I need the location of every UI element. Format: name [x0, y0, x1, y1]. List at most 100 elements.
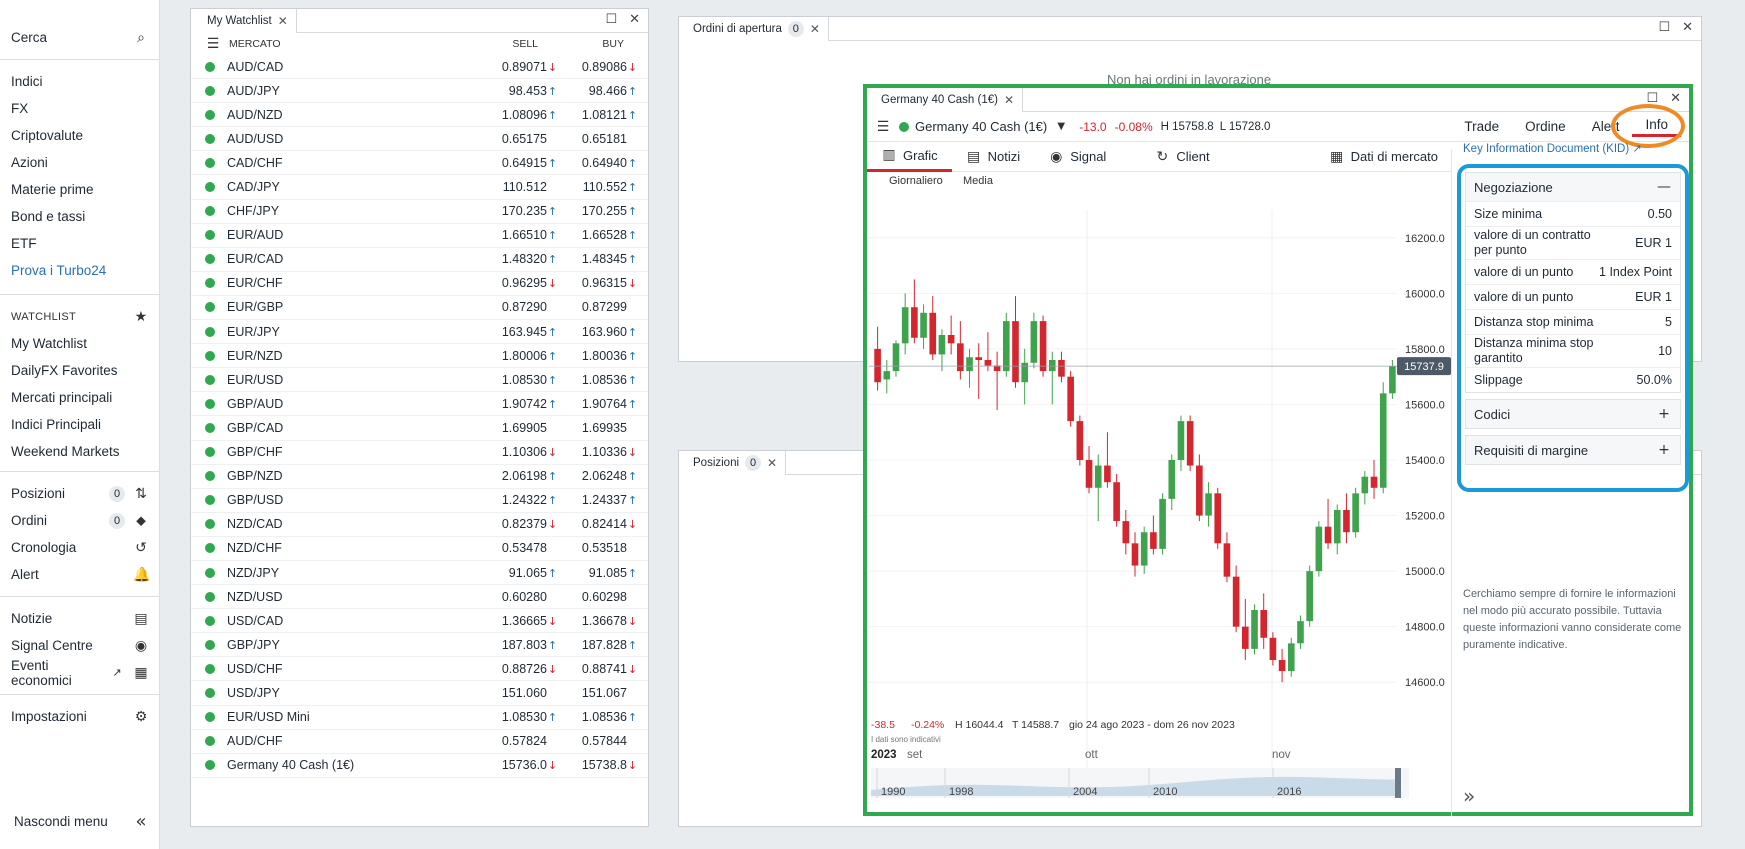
buy-cell[interactable]: 0.65181 — [558, 132, 638, 146]
buy-cell[interactable]: 0.57844 — [558, 734, 638, 748]
table-row[interactable]: NZD/JPY 91.065↑ 91.085↑ — [191, 561, 648, 586]
sidebar-item-market[interactable]: Azioni — [11, 155, 48, 170]
sell-cell[interactable]: 1.36665↓ — [458, 614, 558, 628]
sell-cell[interactable]: 1.90742↑ — [458, 397, 558, 411]
plus-icon[interactable]: + — [1658, 442, 1670, 458]
codes-section[interactable]: Codici + — [1465, 399, 1681, 429]
close-icon[interactable]: ✕ — [277, 13, 288, 28]
table-row[interactable]: CAD/CHF 0.64915↑ 0.64940↑ — [191, 151, 648, 176]
sell-cell[interactable]: 0.89071↓ — [458, 60, 558, 74]
table-row[interactable]: NZD/CAD 0.82379↓ 0.82414↓ — [191, 513, 648, 537]
sidebar-item-watchlist[interactable]: Mercati principali — [11, 390, 113, 405]
margin-section[interactable]: Requisiti di margine + — [1465, 435, 1681, 465]
buy-cell[interactable]: 1.08536↑ — [558, 373, 638, 387]
sidebar-item-market[interactable]: Indici — [11, 74, 43, 89]
table-row[interactable]: USD/CHF 0.88726↓ 0.88741↓ — [191, 657, 648, 682]
nav-trade[interactable]: Trade — [1464, 119, 1500, 134]
table-row[interactable]: NZD/CHF 0.53478 0.53518 — [191, 537, 648, 561]
sell-cell[interactable]: 2.06198↑ — [458, 469, 558, 483]
sell-cell[interactable]: 1.66510↑ — [458, 228, 558, 242]
close-icon[interactable]: ✕ — [1670, 91, 1681, 106]
table-row[interactable]: AUD/CHF 0.57824 0.57844 — [191, 730, 648, 754]
navigator-handle[interactable] — [1395, 768, 1401, 798]
sidebar-item-tool[interactable]: Notizie ▤ — [0, 605, 159, 632]
tab-signal[interactable]: ◉ Signal — [1034, 142, 1120, 172]
table-row[interactable]: EUR/CAD 1.48320↑ 1.48345↑ — [191, 248, 648, 272]
instrument-name[interactable]: Germany 40 Cash (1€) — [915, 119, 1048, 134]
buy-cell[interactable]: 1.08536↑ — [558, 710, 638, 724]
sidebar-item-account[interactable]: Ordini 0 ⬥ — [0, 507, 159, 534]
sidebar-item-turbo24[interactable]: Prova i Turbo24 — [11, 263, 107, 278]
buy-cell[interactable]: 1.69935 — [558, 421, 638, 435]
menu-icon[interactable]: ☰ — [876, 118, 890, 135]
kid-link[interactable]: Key Information Document (KID) ↗ — [1463, 142, 1642, 155]
sell-cell[interactable]: 110.512 — [458, 180, 558, 194]
sidebar-item-account[interactable]: Posizioni 0 ⇅ — [0, 480, 159, 507]
nav-order[interactable]: Ordine — [1525, 119, 1566, 134]
sidebar-item-watchlist[interactable]: My Watchlist — [11, 336, 88, 351]
buy-cell[interactable]: 0.64940↑ — [558, 156, 638, 170]
table-row[interactable]: NZD/USD 0.60280 0.60298 — [191, 585, 648, 610]
sell-cell[interactable]: 0.57824 — [458, 734, 558, 748]
buy-cell[interactable]: 1.08121↑ — [558, 108, 638, 122]
hide-menu-button[interactable]: Nascondi menu « — [3, 808, 159, 835]
average-option[interactable]: Media — [963, 175, 994, 187]
sidebar-item-watchlist[interactable]: DailyFX Favorites — [11, 363, 118, 378]
table-row[interactable]: AUD/USD 0.65175 0.65181 — [191, 127, 648, 152]
sidebar-item-market[interactable]: Criptovalute — [11, 128, 84, 143]
buy-cell[interactable]: 0.60298 — [558, 590, 638, 604]
buy-cell[interactable]: 151.067 — [558, 686, 638, 700]
buy-cell[interactable]: 1.24337↑ — [558, 493, 638, 507]
sell-cell[interactable]: 1.24322↑ — [458, 493, 558, 507]
tab-orders[interactable]: Ordini di apertura 0 ✕ — [679, 16, 829, 41]
sell-cell[interactable]: 0.60280 — [458, 590, 558, 604]
close-icon[interactable]: ✕ — [767, 455, 778, 470]
table-row[interactable]: EUR/CHF 0.96295↓ 0.96315↓ — [191, 272, 648, 296]
sidebar-item-market[interactable]: Bond e tassi — [11, 209, 86, 224]
buy-cell[interactable]: 1.90764↑ — [558, 397, 638, 411]
table-row[interactable]: EUR/JPY 163.945↑ 163.960↑ — [191, 320, 648, 345]
sell-cell[interactable]: 0.53478 — [458, 541, 558, 555]
table-row[interactable]: GBP/CHF 1.10306↓ 1.10336↓ — [191, 441, 648, 465]
table-row[interactable]: EUR/NZD 1.80006↑ 1.80036↑ — [191, 344, 648, 369]
close-icon[interactable]: ✕ — [629, 12, 640, 27]
sell-cell[interactable]: 98.453↑ — [458, 84, 558, 98]
sell-cell[interactable]: 187.803↑ — [458, 638, 558, 652]
buy-cell[interactable]: 1.48345↑ — [558, 252, 638, 266]
trading-section-header[interactable]: Negoziazione — — [1466, 173, 1680, 201]
table-row[interactable]: GBP/JPY 187.803↑ 187.828↑ — [191, 633, 648, 658]
sidebar-item-account[interactable]: Alert 🔔 — [0, 561, 159, 588]
double-chevron-right-icon[interactable]: » — [1463, 784, 1476, 808]
sidebar-item-market[interactable]: FX — [11, 101, 29, 116]
price-chart[interactable]: 16200.0 16000.0 15800.0 15600.0 15400.0 15200… — [867, 150, 1452, 816]
codes-section-header[interactable]: Codici + — [1466, 400, 1680, 428]
sell-cell[interactable]: 0.82379↓ — [458, 517, 558, 531]
tab-client[interactable]: ↻ Client — [1140, 142, 1223, 172]
sidebar-item-market[interactable]: ETF — [11, 236, 37, 251]
sidebar-search[interactable]: Cerca ⌕ — [0, 24, 159, 51]
tab-positions[interactable]: Posizioni 0 ✕ — [679, 450, 787, 475]
timeframe-option[interactable]: Giornaliero — [889, 175, 943, 187]
maximize-icon[interactable]: ☐ — [1658, 20, 1671, 35]
sidebar-item-watchlist[interactable]: Weekend Markets — [11, 444, 120, 459]
sell-cell[interactable]: 91.065↑ — [458, 566, 558, 580]
sell-cell[interactable]: 170.235↑ — [458, 204, 558, 218]
table-row[interactable]: EUR/AUD 1.66510↑ 1.66528↑ — [191, 224, 648, 248]
chart-canvas[interactable]: 16200.0 16000.0 15800.0 15600.0 15400.0 15200… — [867, 150, 1452, 816]
tab-market-data[interactable]: ▦ Dati di mercato — [1315, 142, 1452, 172]
sell-cell[interactable]: 1.48320↑ — [458, 252, 558, 266]
table-row[interactable]: USD/JPY 151.060 151.067 — [191, 681, 648, 706]
buy-cell[interactable]: 1.36678↓ — [558, 614, 638, 628]
tab-news[interactable]: ▤ Notizi — [952, 142, 1035, 172]
maximize-icon[interactable]: ☐ — [1646, 91, 1659, 106]
buy-cell[interactable]: 163.960↑ — [558, 325, 638, 339]
sell-cell[interactable]: 1.08530↑ — [458, 710, 558, 724]
minus-icon[interactable]: — — [1657, 179, 1671, 195]
close-icon[interactable]: ✕ — [1682, 20, 1693, 35]
table-row[interactable]: GBP/NZD 2.06198↑ 2.06248↑ — [191, 465, 648, 489]
table-row[interactable]: AUD/NZD 1.08096↑ 1.08121↑ — [191, 103, 648, 128]
close-icon[interactable]: ✕ — [1003, 92, 1015, 107]
sidebar-item-watchlist[interactable]: Indici Principali — [11, 417, 102, 432]
table-row[interactable]: GBP/USD 1.24322↑ 1.24337↑ — [191, 489, 648, 513]
table-row[interactable]: USD/CAD 1.36665↓ 1.36678↓ — [191, 609, 648, 634]
